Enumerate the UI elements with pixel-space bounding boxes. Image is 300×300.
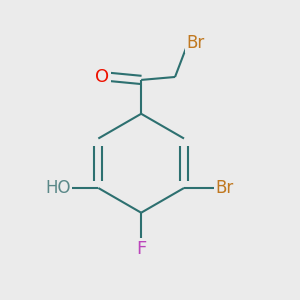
- Text: HO: HO: [45, 179, 71, 197]
- Text: O: O: [95, 68, 109, 86]
- Text: Br: Br: [215, 179, 233, 197]
- Text: Br: Br: [187, 34, 205, 52]
- Text: F: F: [136, 240, 146, 258]
